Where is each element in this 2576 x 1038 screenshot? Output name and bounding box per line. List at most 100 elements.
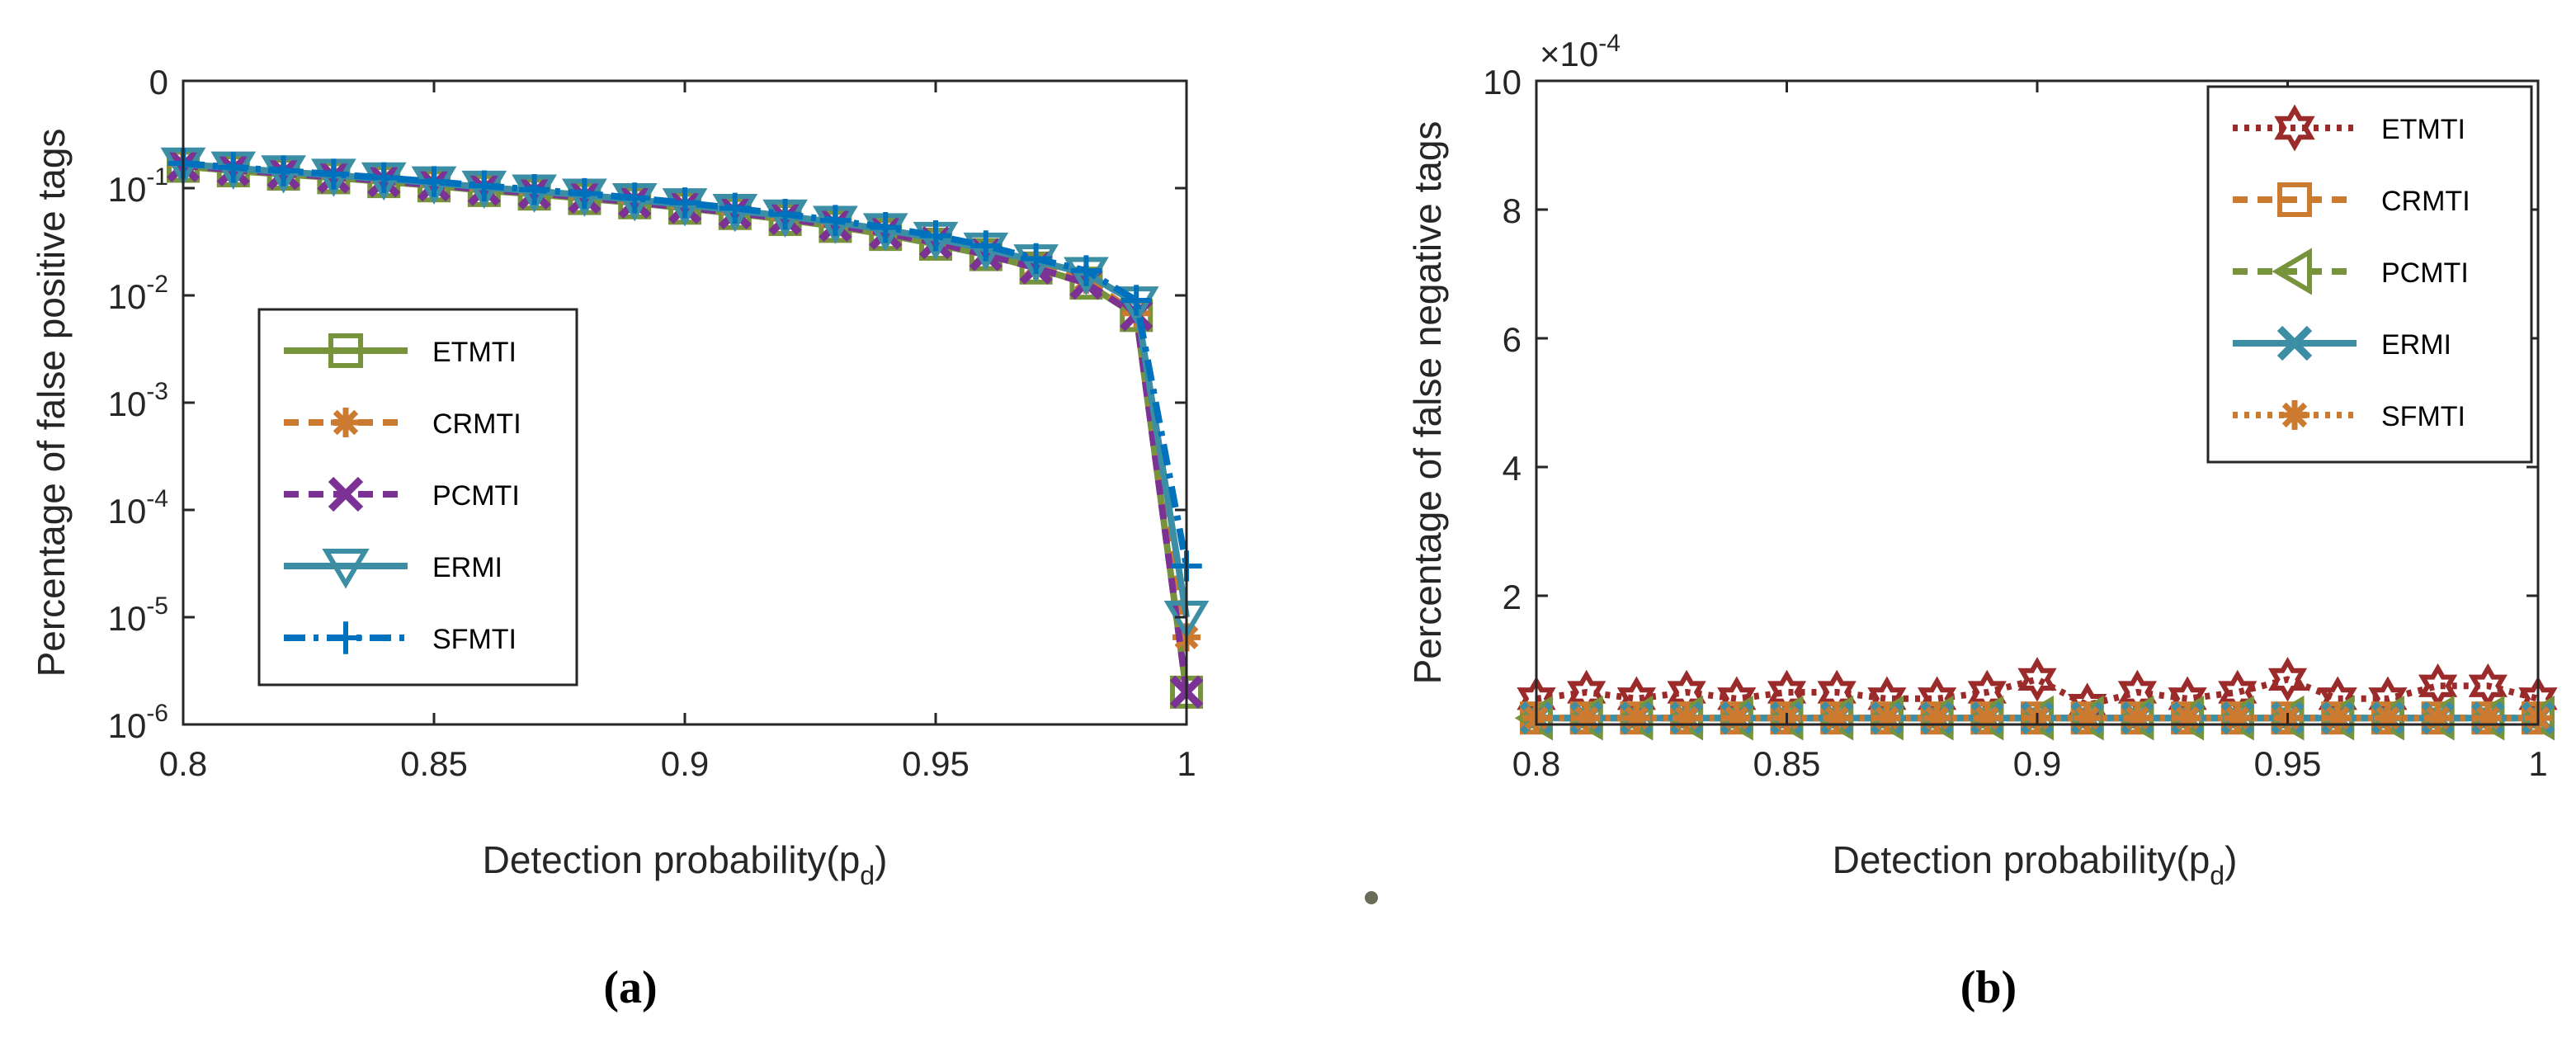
legend-label: ETMTI [432, 337, 517, 368]
data-point [2324, 704, 2352, 733]
y-tick-label: 10-1 [108, 163, 168, 209]
y-tick-label: 10 [1483, 63, 1522, 101]
chart-a-legend: ETMTI CRMTI PCMTI ERMI SFMTI [257, 308, 578, 686]
y-tick-label: 10-3 [108, 378, 168, 423]
legend-item: ERMI [2233, 325, 2451, 361]
chart-a-xlabel: Detection probability(pd) [483, 838, 888, 890]
data-point [1070, 255, 1102, 286]
chart-b-xlabel-sub: d [2210, 861, 2225, 890]
data-point [1121, 285, 1152, 316]
x-tick-label: 0.8 [1512, 744, 1560, 783]
chart-b-xlabel-close: ) [2225, 838, 2237, 881]
data-point [2017, 657, 2057, 702]
y-tick-label: 2 [1503, 578, 1522, 616]
y-tick-base: 10 [108, 385, 147, 423]
chart-b-ticks: 0.8 0.85 0.9 0.95 1 2 4 6 8 10 [1483, 63, 2547, 783]
data-point [2418, 663, 2458, 709]
legend-box [2206, 85, 2533, 464]
y-tick-base: 10 [108, 170, 147, 209]
data-point [1872, 704, 1901, 733]
x-tick-label: 0.95 [902, 744, 970, 783]
data-point [920, 219, 951, 252]
y-tick-label: 4 [1503, 449, 1522, 488]
y-tick-label: 8 [1503, 191, 1522, 230]
y-tick-exp: -3 [146, 378, 168, 405]
y-tick-label: 10-6 [108, 700, 168, 745]
y-tick-label: 10-5 [108, 592, 168, 638]
data-point [569, 177, 601, 210]
chart-a-xlabel-main: Detection probability(p [483, 838, 861, 881]
legend-label: CRMTI [2381, 186, 2470, 217]
legend-marker [2274, 104, 2315, 152]
chart-b-scale-note-base: ×10 [1540, 35, 1598, 73]
y-tick-base: 10 [108, 599, 147, 638]
y-tick-exp: -6 [146, 700, 168, 727]
chart-b-xlabel-main: Detection probability(p [1833, 838, 2210, 881]
y-tick-label: 10-2 [108, 271, 168, 316]
data-point [1622, 704, 1651, 733]
data-point [2267, 657, 2308, 702]
legend-marker [2272, 248, 2312, 295]
legend-marker [2280, 400, 2309, 430]
legend-label: ERMI [432, 552, 502, 583]
data-point [619, 182, 650, 214]
data-point [2373, 704, 2402, 733]
legend-box [257, 308, 578, 686]
y-tick-exp: -2 [146, 271, 168, 298]
data-point [469, 170, 500, 201]
legend-item: PCMTI [2233, 248, 2469, 295]
data-point [318, 158, 350, 190]
legend-label: SFMTI [432, 624, 517, 655]
legend-item: ERMI [284, 549, 502, 589]
chart-b-scale-note-exp: -4 [1598, 30, 1621, 57]
legend-marker [2277, 182, 2312, 217]
legend-label: ERMI [2381, 329, 2451, 361]
data-point [2474, 704, 2503, 733]
x-tick-label: 1 [1177, 744, 1196, 783]
data-point [518, 174, 550, 205]
chart-a-panel-label: (a) [603, 962, 657, 1013]
chart-b: 0.8 0.85 0.9 0.95 1 2 4 6 8 10 ×10-4 Percentage o… [1406, 30, 2558, 1013]
data-point [2423, 704, 2452, 733]
legend-marker [329, 621, 362, 654]
data-point [870, 211, 901, 243]
data-point [218, 152, 249, 183]
data-point [970, 230, 1002, 262]
x-tick-label: 1 [2528, 744, 2547, 783]
legend-marker [328, 476, 364, 512]
chart-a-xlabel-close: ) [875, 838, 887, 881]
stray-dot [1365, 891, 1378, 904]
data-point [2173, 704, 2202, 733]
y-tick-label: 6 [1503, 320, 1522, 359]
y-tick-exp: -1 [146, 163, 168, 191]
chart-b-legend: ETMTI CRMTI PCMTI ERMI SFMTI [2206, 85, 2533, 464]
y-tick-base: 10 [108, 492, 147, 531]
chart-b-panel-label: (b) [1960, 962, 2017, 1013]
y-tick-exp: -5 [146, 592, 168, 620]
legend-item: CRMTI [284, 408, 521, 440]
chart-a-ylabel: Percentage of false positive tags [30, 129, 73, 677]
data-point [418, 166, 450, 197]
data-point [1020, 243, 1052, 275]
y-tick-base: 10 [108, 277, 147, 316]
legend-marker [328, 333, 363, 368]
legend-label: ETMTI [2381, 114, 2465, 145]
data-point [2073, 704, 2102, 733]
chart-a: 0.8 0.85 0.9 0.95 1010-110-210-310-410-510-6… [30, 63, 1210, 1013]
data-point [719, 192, 751, 224]
legend-item: SFMTI [284, 621, 517, 655]
legend-label: SFMTI [2381, 401, 2465, 432]
chart-b-xlabel: Detection probability(pd) [1833, 838, 2238, 890]
x-tick-label: 0.8 [159, 744, 207, 783]
legend-label: PCMTI [432, 480, 520, 512]
y-tick-exp: -4 [146, 485, 168, 512]
data-point [769, 199, 801, 230]
data-point [1973, 704, 2002, 733]
data-point [1673, 704, 1701, 733]
legend-marker [331, 408, 361, 437]
data-point [819, 205, 852, 236]
legend-label: CRMTI [432, 408, 521, 440]
legend-item: PCMTI [284, 476, 520, 512]
